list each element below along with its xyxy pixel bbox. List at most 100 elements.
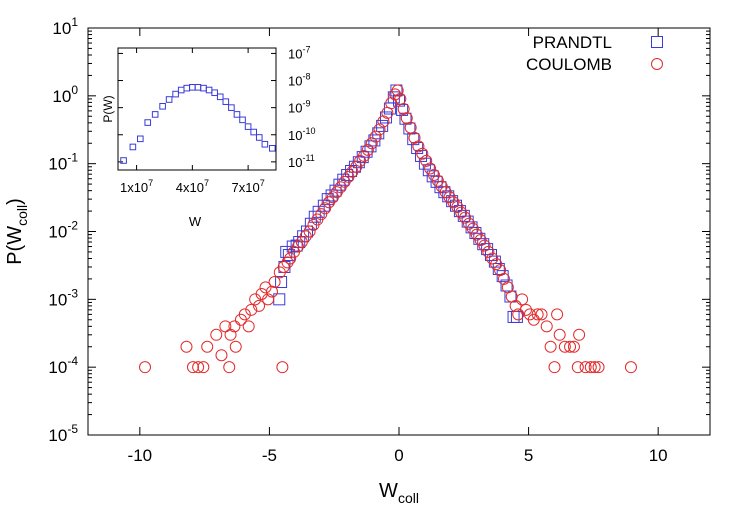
y-tick-exponent: 1 [71, 15, 78, 29]
data-point [478, 239, 491, 252]
legend-label: PRANDTL [533, 33, 612, 52]
data-point [558, 340, 571, 353]
inset-y-tick-label: 10-9 [288, 99, 310, 116]
data-point [544, 340, 557, 353]
x-tick-label: 0 [394, 446, 403, 465]
legend: PRANDTL COULOMB [526, 33, 663, 74]
inset-data-point [222, 98, 230, 105]
y-tick-base: 10 [48, 223, 67, 242]
data-point [180, 340, 193, 353]
x-tick-label: -10 [128, 446, 153, 465]
data-point [412, 140, 425, 153]
series-prandtl [273, 84, 523, 323]
inset-data-point [216, 93, 224, 101]
data-point [192, 361, 205, 374]
data-point [275, 276, 288, 289]
data-point [588, 361, 601, 374]
inset-data-point [239, 116, 246, 124]
data-point [553, 328, 566, 341]
data-point [592, 361, 605, 374]
y-tick-exponent: -2 [67, 219, 78, 233]
data-point [266, 285, 279, 298]
data-point [315, 208, 328, 221]
data-point [571, 361, 584, 374]
y-tick-label: 10-5 [48, 422, 78, 445]
y-tick-base: 10 [48, 155, 67, 174]
data-point [281, 256, 294, 269]
y-tick-label: 100 [52, 83, 78, 106]
y-tick-exponent: -1 [67, 151, 78, 165]
data-point [404, 121, 417, 134]
y-tick-exponent: -5 [67, 422, 78, 436]
y-tick-exponent: -4 [67, 354, 78, 368]
data-point [223, 361, 236, 374]
inset-series [120, 84, 276, 164]
data-point [584, 361, 597, 374]
inset-plot: 1x107 4x107 7x10710-710-810-910-1010-11WP(… [101, 44, 315, 229]
x-tick-label: 5 [524, 446, 533, 465]
y-tick-exponent: -3 [67, 286, 78, 300]
data-point [548, 361, 561, 374]
data-point [308, 210, 321, 223]
legend-label: COULOMB [526, 55, 612, 74]
inset-data-point [261, 140, 269, 148]
inset-x-tick-label: 7x107 [232, 178, 265, 195]
data-point [509, 299, 522, 312]
data-point [277, 260, 290, 273]
data-point [579, 361, 592, 374]
inset-data-point [159, 102, 166, 110]
data-point [245, 303, 258, 316]
data-point [397, 102, 410, 115]
data-point [564, 340, 577, 353]
y-axis-label-main: P(W [4, 226, 26, 265]
data-point [297, 230, 310, 243]
inset-y-tick-base: 10 [288, 74, 302, 89]
inset-y-tick-base: 10 [288, 155, 302, 170]
data-point [408, 131, 421, 144]
y-tick-base: 10 [52, 87, 71, 106]
inset-y-tick-exponent: -11 [302, 153, 314, 163]
inset-x-tick-base: 4x10 [176, 180, 204, 195]
data-point [361, 143, 374, 156]
data-point [519, 303, 532, 316]
inset-y-tick-exponent: -7 [302, 44, 310, 54]
data-point [377, 115, 390, 128]
y-tick-label: 10-2 [48, 219, 78, 242]
data-point [238, 308, 251, 321]
y-axis-label: P(Wcoll) [4, 198, 30, 265]
data-point [139, 361, 152, 374]
y-tick-base: 10 [48, 426, 67, 445]
data-point [424, 162, 437, 175]
data-point [259, 281, 272, 294]
y-tick-label: 101 [52, 15, 78, 38]
data-point [391, 84, 404, 97]
series-coulomb [139, 84, 637, 374]
inset-data-point [172, 90, 179, 98]
inset-x-tick-label: 4x107 [176, 178, 209, 195]
inset-x-tick-exponent: 7 [148, 178, 153, 188]
data-point [431, 174, 444, 187]
data-point [373, 123, 386, 136]
inset-data-point [233, 111, 241, 118]
inset-data-point [255, 134, 263, 141]
data-point [459, 211, 472, 224]
inset-y-tick-exponent: -9 [302, 99, 310, 109]
inset-y-tick-base: 10 [288, 46, 302, 61]
data-point [490, 258, 503, 271]
inset-x-tick-exponent: 7 [204, 178, 209, 188]
y-tick-label: 10-1 [48, 151, 78, 174]
data-point [369, 130, 382, 143]
data-point [197, 361, 210, 374]
data-point [215, 349, 228, 362]
x-tick-label: -5 [262, 446, 277, 465]
inset-y-tick-exponent: -10 [302, 126, 315, 136]
inset-y-tick-base: 10 [288, 128, 302, 143]
data-point [291, 240, 304, 253]
inset-data-point [165, 96, 173, 103]
inset-y-tick-base: 10 [288, 101, 302, 116]
x-tick-label: 10 [649, 446, 668, 465]
data-point [535, 308, 548, 321]
y-tick-base: 10 [52, 19, 71, 38]
data-point [201, 340, 214, 353]
